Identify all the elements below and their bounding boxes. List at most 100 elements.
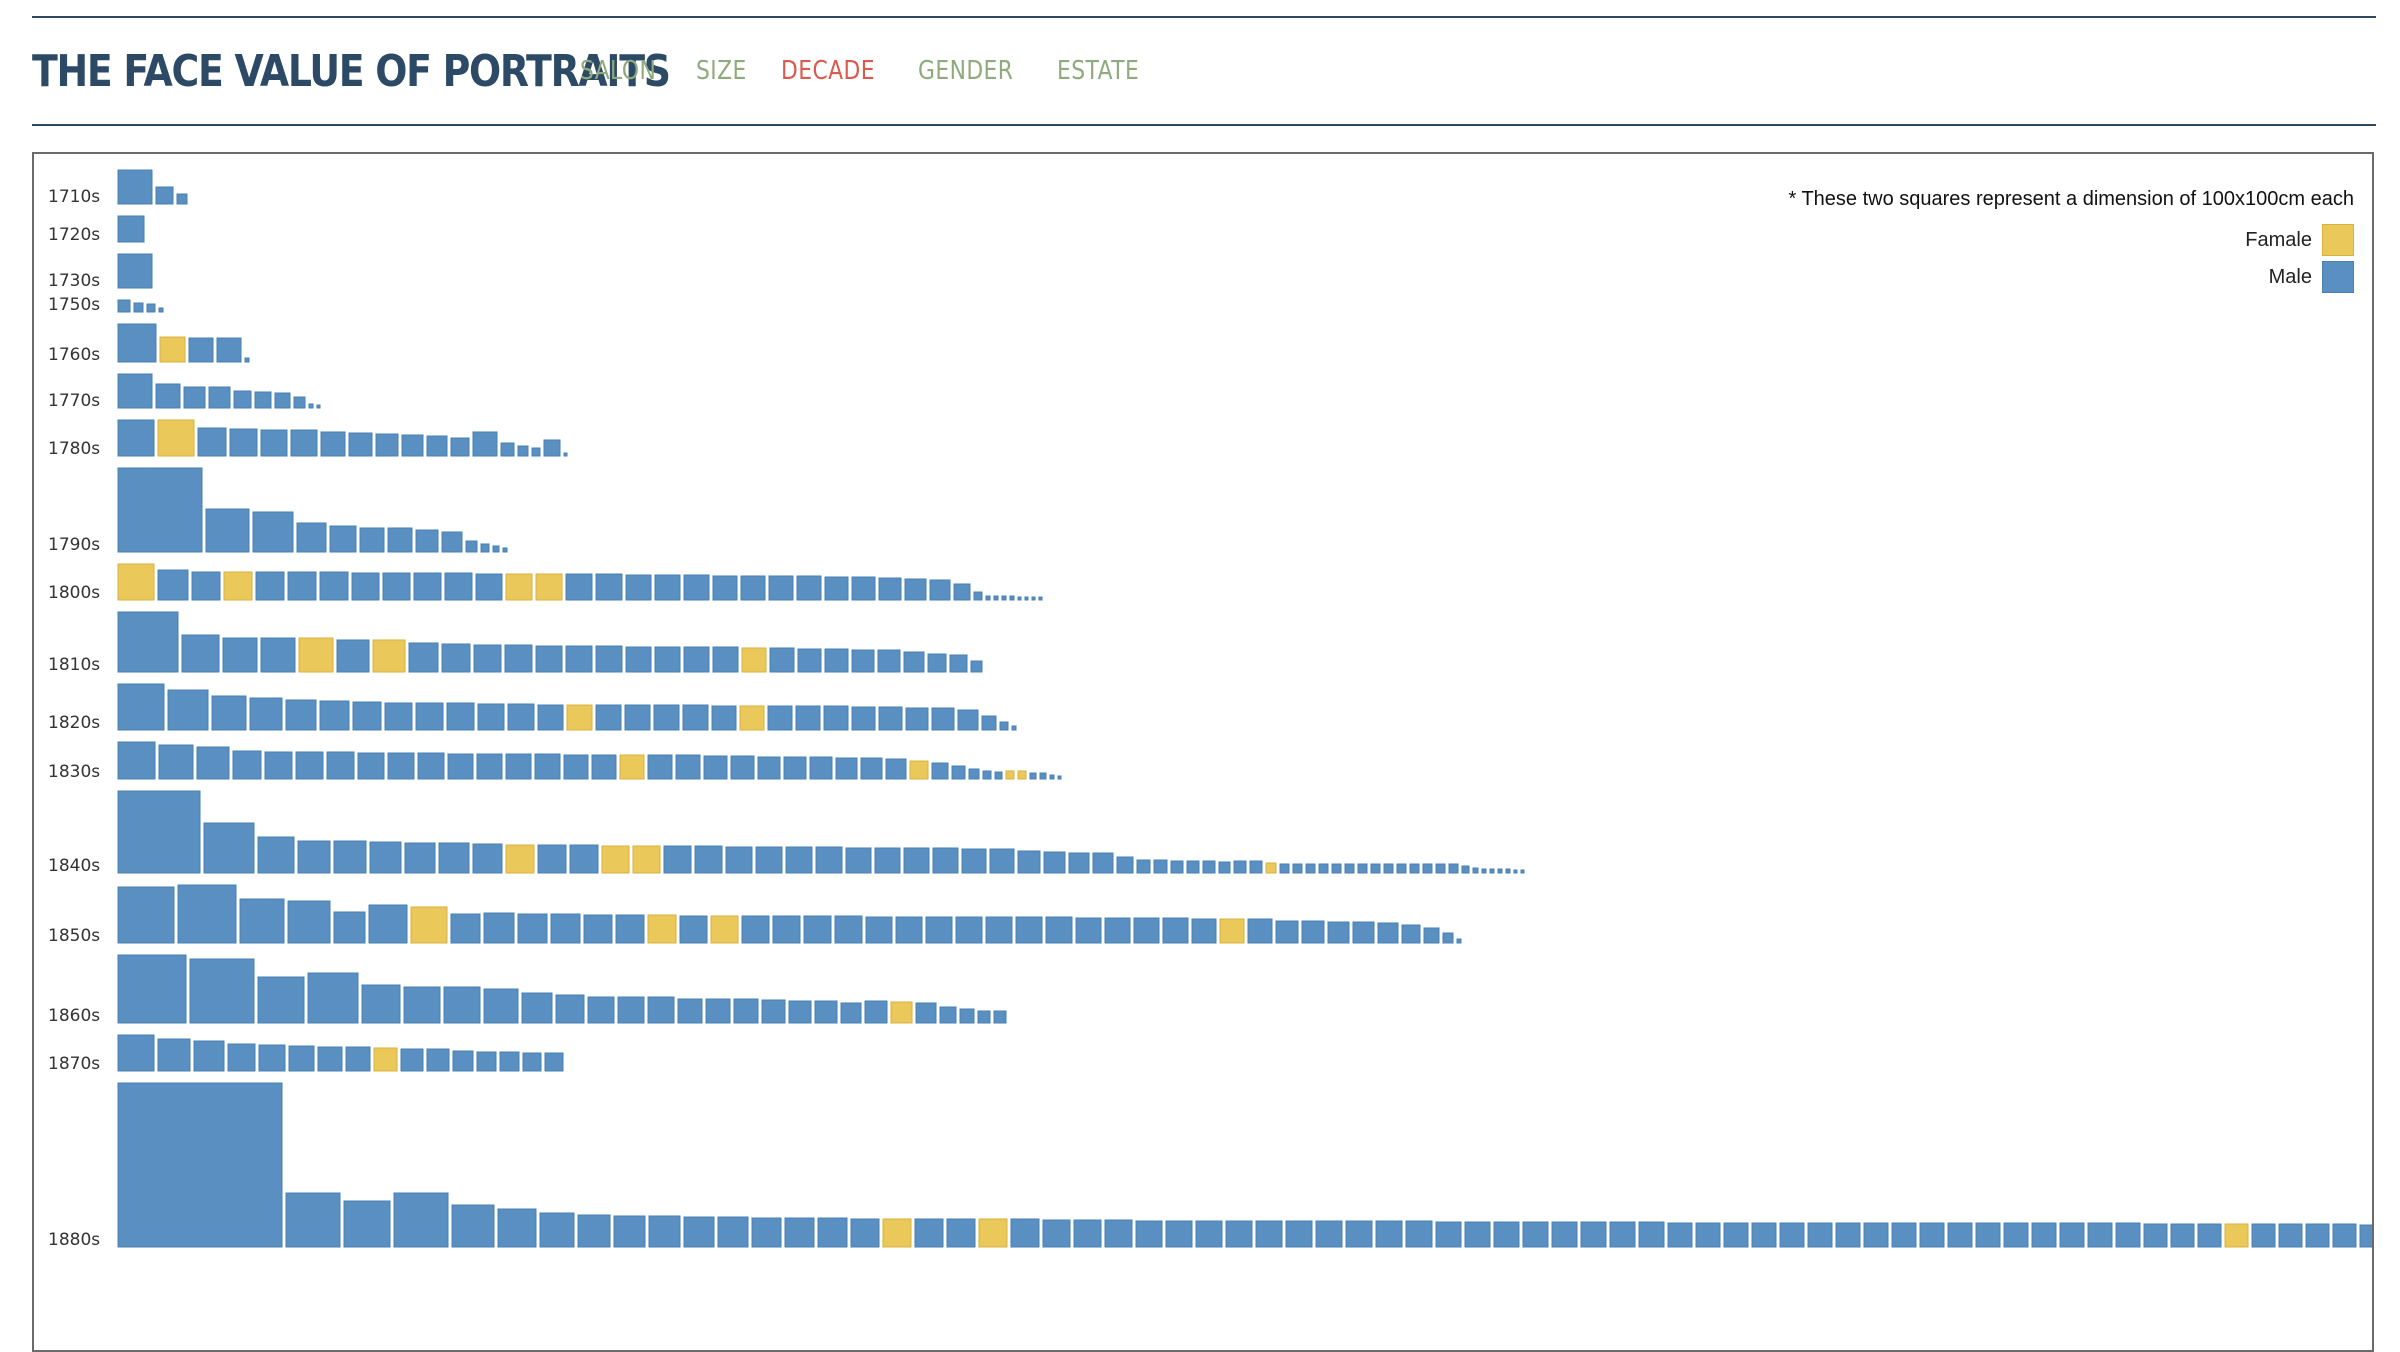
portrait-square-male[interactable]: [1464, 1221, 1491, 1248]
portrait-square-male[interactable]: [222, 637, 258, 673]
portrait-square-male[interactable]: [1195, 1220, 1223, 1248]
portrait-square-male[interactable]: [914, 1218, 944, 1248]
portrait-square-female[interactable]: [647, 914, 677, 944]
portrait-square-male[interactable]: [624, 704, 651, 731]
portrait-square-male[interactable]: [1779, 1222, 1805, 1248]
portrait-square-male[interactable]: [117, 169, 153, 205]
portrait-square-male[interactable]: [517, 445, 529, 457]
portrait-square-male[interactable]: [927, 653, 947, 673]
portrait-square-male[interactable]: [293, 396, 306, 409]
portrait-square-male[interactable]: [654, 574, 681, 601]
portrait-square-male[interactable]: [257, 976, 305, 1024]
portrait-square-male[interactable]: [772, 915, 801, 944]
portrait-square-male[interactable]: [357, 752, 385, 780]
portrait-square-male[interactable]: [535, 645, 563, 673]
portrait-square-male[interactable]: [426, 435, 448, 457]
portrait-square-male[interactable]: [117, 741, 156, 780]
portrait-square-male[interactable]: [117, 1034, 155, 1072]
portrait-square-female[interactable]: [373, 1047, 398, 1072]
portrait-square-male[interactable]: [480, 543, 490, 553]
portrait-square-male[interactable]: [1153, 859, 1168, 874]
portrait-square-male[interactable]: [1031, 596, 1036, 601]
portrait-square-male[interactable]: [595, 645, 623, 673]
portrait-square-male[interactable]: [408, 642, 439, 673]
portrait-square-male[interactable]: [1202, 860, 1216, 874]
portrait-square-male[interactable]: [197, 427, 227, 457]
portrait-square-male[interactable]: [1409, 863, 1420, 874]
portrait-square-male[interactable]: [1068, 852, 1090, 874]
portrait-square-female[interactable]: [741, 647, 767, 673]
portrait-square-male[interactable]: [316, 404, 321, 409]
portrait-square-male[interactable]: [959, 1008, 975, 1024]
portrait-square-male[interactable]: [387, 527, 413, 553]
portrait-square-male[interactable]: [117, 611, 179, 673]
portrait-square-male[interactable]: [951, 765, 966, 780]
nav-item-size[interactable]: SIZE: [695, 56, 747, 86]
portrait-square-male[interactable]: [155, 186, 174, 205]
portrait-square-male[interactable]: [953, 583, 971, 601]
portrait-square-male[interactable]: [1401, 924, 1421, 944]
portrait-square-male[interactable]: [317, 1046, 343, 1072]
portrait-square-male[interactable]: [788, 1000, 812, 1024]
portrait-square-male[interactable]: [537, 704, 564, 731]
portrait-square-male[interactable]: [534, 753, 561, 780]
portrait-square-male[interactable]: [401, 434, 424, 457]
portrait-square-male[interactable]: [1057, 775, 1062, 780]
portrait-square-male[interactable]: [2332, 1223, 2357, 1248]
portrait-square-male[interactable]: [683, 646, 710, 673]
portrait-square-male[interactable]: [803, 915, 832, 944]
portrait-square-male[interactable]: [320, 431, 346, 457]
portrait-square-male[interactable]: [1520, 869, 1525, 874]
portrait-square-male[interactable]: [1029, 772, 1037, 780]
portrait-square-male[interactable]: [795, 705, 821, 731]
portrait-square-male[interactable]: [522, 1052, 542, 1072]
portrait-square-female[interactable]: [1265, 862, 1277, 874]
portrait-square-male[interactable]: [929, 579, 951, 601]
portrait-square-male[interactable]: [1010, 1218, 1040, 1248]
portrait-square-male[interactable]: [1165, 1220, 1193, 1248]
portrait-square-male[interactable]: [287, 571, 317, 601]
portrait-square-male[interactable]: [587, 996, 615, 1024]
portrait-square-male[interactable]: [133, 302, 144, 313]
portrait-square-male[interactable]: [751, 1217, 782, 1248]
portrait-square-male[interactable]: [845, 847, 872, 874]
portrait-square-male[interactable]: [785, 846, 813, 874]
portrait-square-male[interactable]: [500, 442, 515, 457]
portrait-square-male[interactable]: [961, 848, 987, 874]
portrait-square-male[interactable]: [931, 762, 949, 780]
portrait-square-male[interactable]: [1975, 1222, 2001, 1248]
portrait-square-male[interactable]: [1042, 1219, 1071, 1248]
portrait-square-male[interactable]: [146, 303, 156, 313]
portrait-square-male[interactable]: [1191, 918, 1217, 944]
portrait-square-male[interactable]: [565, 645, 593, 673]
portrait-square-male[interactable]: [955, 916, 983, 944]
portrait-square-female[interactable]: [890, 1001, 913, 1024]
portrait-square-male[interactable]: [492, 545, 500, 553]
portrait-square-male[interactable]: [1017, 596, 1022, 601]
portrait-square-male[interactable]: [1609, 1221, 1636, 1248]
portrait-square-male[interactable]: [550, 913, 581, 944]
portrait-square-male[interactable]: [451, 1204, 495, 1248]
portrait-square-female[interactable]: [298, 637, 334, 673]
portrait-square-male[interactable]: [769, 647, 795, 673]
portrait-square-male[interactable]: [285, 699, 317, 731]
portrait-square-male[interactable]: [1435, 1221, 1462, 1248]
portrait-square-male[interactable]: [326, 751, 355, 780]
portrait-square-male[interactable]: [993, 595, 999, 601]
portrait-square-male[interactable]: [443, 986, 481, 1024]
portrait-square-male[interactable]: [851, 706, 876, 731]
portrait-square-male[interactable]: [591, 754, 617, 780]
portrait-square-male[interactable]: [343, 1200, 391, 1248]
portrait-square-male[interactable]: [1551, 1221, 1578, 1248]
portrait-square-female[interactable]: [223, 571, 253, 601]
portrait-square-male[interactable]: [625, 574, 652, 601]
portrait-square-male[interactable]: [905, 707, 929, 731]
portrait-square-male[interactable]: [647, 996, 675, 1024]
portrait-square-male[interactable]: [544, 1052, 564, 1072]
portrait-square-male[interactable]: [417, 752, 445, 780]
portrait-square-male[interactable]: [359, 527, 385, 553]
portrait-square-male[interactable]: [932, 847, 959, 874]
portrait-square-male[interactable]: [1247, 918, 1273, 944]
portrait-square-male[interactable]: [1292, 863, 1303, 874]
portrait-square-male[interactable]: [903, 847, 930, 874]
